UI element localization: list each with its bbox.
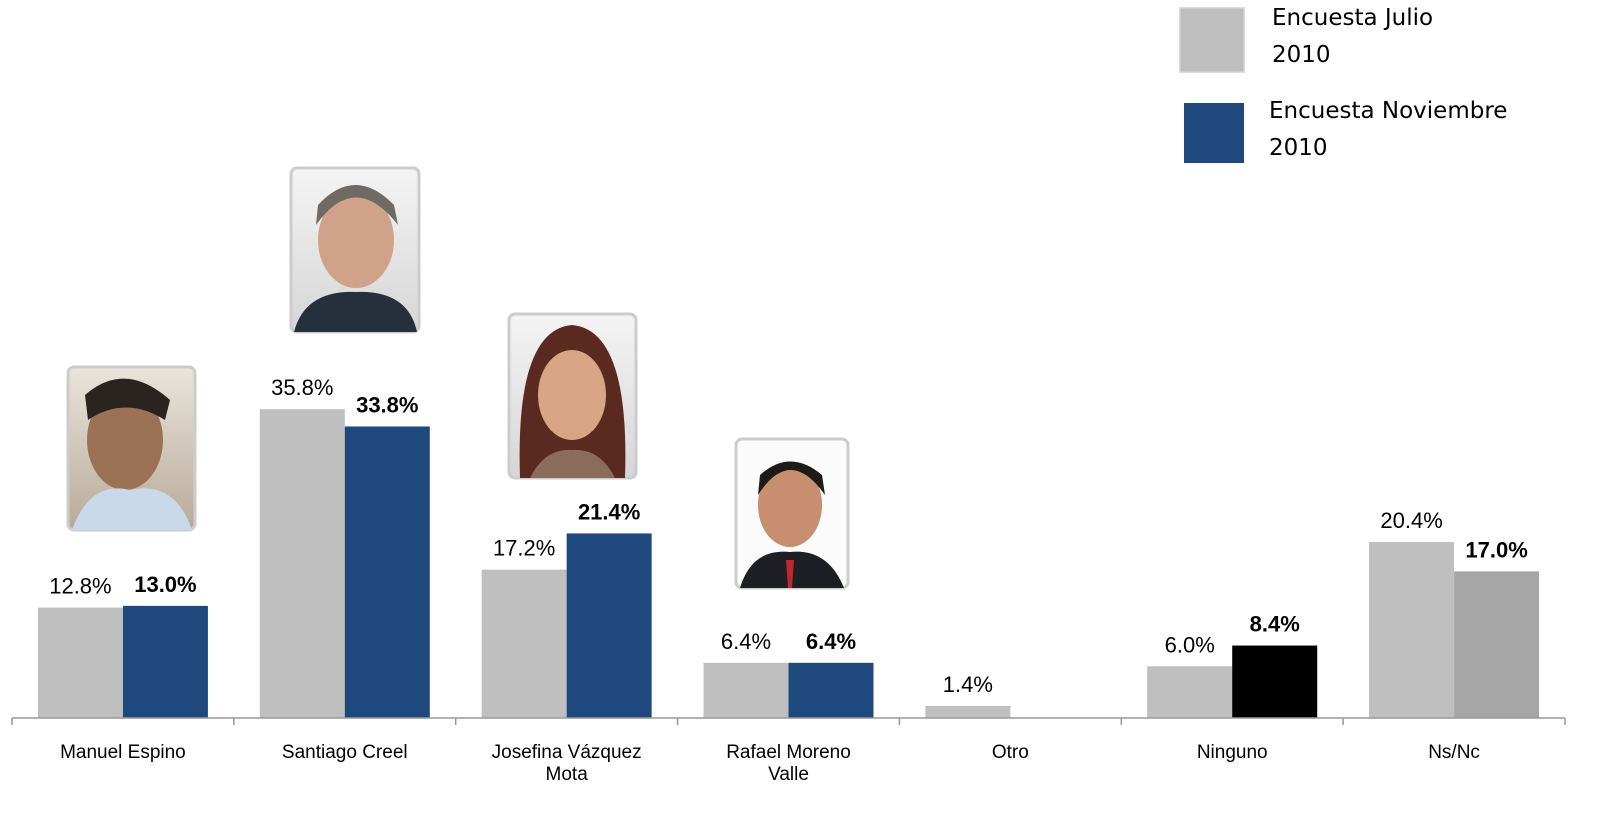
value-label: 6.0% [1165, 632, 1215, 657]
photo-espino [66, 365, 197, 532]
value-label: 6.4% [806, 629, 856, 654]
value-label: 21.4% [578, 499, 640, 524]
x-tick-label: Ns/Nc [1428, 742, 1480, 763]
bar [1369, 542, 1455, 718]
x-tick-label: Josefina Vázquez Mota [491, 742, 642, 785]
x-tick-label: Santiago Creel [281, 742, 408, 763]
legend-swatch [1179, 7, 1245, 73]
bar [925, 705, 1011, 718]
bar [1454, 571, 1540, 718]
photo-moreno-valle [734, 437, 850, 590]
bar [122, 605, 208, 718]
bar [481, 569, 567, 718]
x-tick-label: Manuel Espino [60, 742, 186, 763]
photo-vazquez-mota [507, 312, 638, 480]
value-label: 1.4% [943, 672, 993, 697]
x-tick-label: Ninguno [1196, 742, 1268, 763]
x-tick-label: Rafael Moreno Valle [726, 742, 851, 785]
legend-swatch [1184, 103, 1244, 163]
value-label: 8.4% [1250, 612, 1300, 637]
photo-creel [289, 166, 421, 334]
value-label: 17.2% [493, 536, 555, 561]
value-label: 12.8% [49, 574, 111, 599]
legend-label: Encuesta Julio 2010 [1272, 5, 1434, 68]
bar [703, 662, 789, 718]
bar [259, 409, 345, 718]
legend-label: Encuesta Noviembre 2010 [1269, 98, 1508, 161]
value-label: 13.0% [134, 572, 196, 597]
value-label: 35.8% [271, 375, 333, 400]
bar [566, 533, 652, 718]
x-tick-label: Otro [991, 742, 1029, 763]
bar [37, 607, 123, 718]
value-label: 17.0% [1465, 537, 1527, 562]
bar [1147, 666, 1233, 718]
bar [344, 426, 430, 718]
bar [788, 662, 874, 718]
bar [1232, 645, 1318, 718]
value-label: 33.8% [356, 392, 418, 417]
value-label: 20.4% [1380, 508, 1442, 533]
value-label: 6.4% [721, 629, 771, 654]
